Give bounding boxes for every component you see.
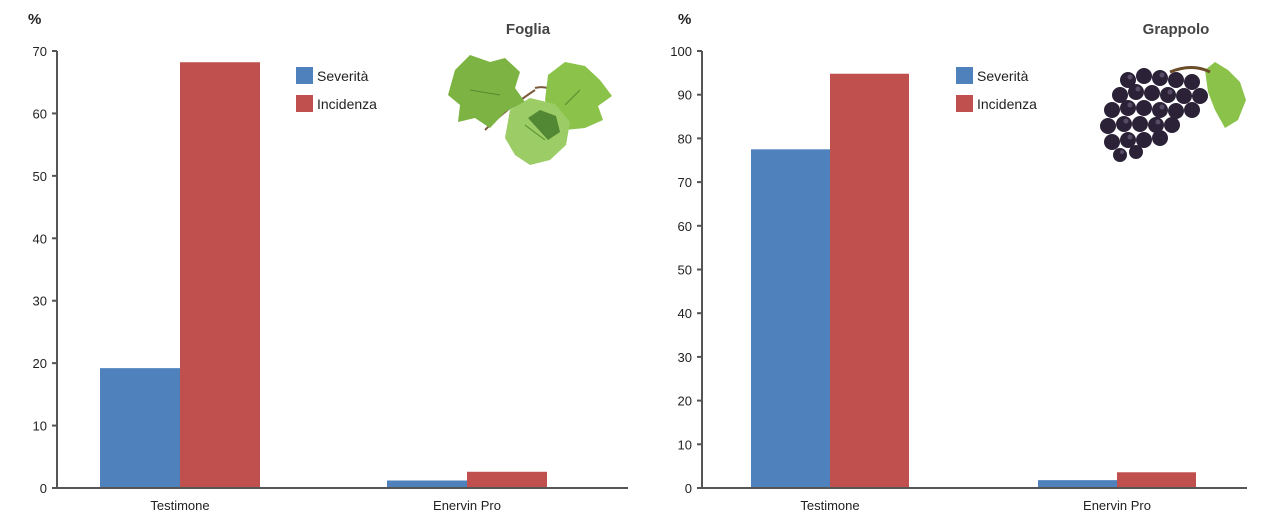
legend-swatch: [956, 67, 973, 84]
chart-foglia-svg: % Foglia Testimone Enervin Pro 0 10 20 30 40 50 60…: [28, 11, 628, 513]
bar-grappolo-severit-1: [751, 149, 830, 488]
legend-swatch: [296, 67, 313, 84]
x-tick-label: Enervin Pro: [1083, 498, 1151, 513]
y-tick-label: 60: [33, 106, 47, 121]
bar-grappolo-incidenza-2: [1117, 472, 1196, 488]
chart-foglia: % Foglia Testimone Enervin Pro 0 10 20 30 40 50 60…: [0, 0, 630, 515]
y-tick-label: 80: [678, 131, 692, 146]
x-tick-label: Testimone: [150, 498, 209, 513]
bar-foglia-incidenza-1: [180, 62, 260, 488]
y-tick-label: 40: [33, 231, 47, 246]
y-tick-label: 90: [678, 88, 692, 103]
y-tick-label: 70: [33, 44, 47, 59]
y-axis-unit-label: %: [28, 11, 41, 28]
x-tick-label: Enervin Pro: [433, 498, 501, 513]
y-tick-label: 10: [678, 437, 692, 452]
y-tick-label: 0: [40, 481, 47, 496]
y-tick-label: 50: [678, 263, 692, 278]
legend-label: Severità: [317, 68, 369, 84]
bar-grappolo-severit-2: [1038, 480, 1117, 488]
y-tick-label: 60: [678, 219, 692, 234]
y-tick-label: 40: [678, 306, 692, 321]
chart-title: Grappolo: [1143, 21, 1210, 38]
y-tick-label: 20: [678, 394, 692, 409]
chart-title: Foglia: [506, 21, 551, 38]
x-tick-label: Testimone: [800, 498, 859, 513]
y-tick-label: 30: [33, 294, 47, 309]
y-tick-label: 100: [670, 44, 692, 59]
bar-grappolo-incidenza-1: [830, 73, 909, 488]
chart-grappolo-svg: % Grappolo Testimone Enervin Pro 0 10 20 30 40 50…: [670, 11, 1247, 513]
y-axis-unit-label: %: [678, 11, 691, 28]
y-tick-label: 10: [33, 419, 47, 434]
y-tick-label: 70: [678, 175, 692, 190]
grape-bunch-icon: [1100, 62, 1246, 162]
y-tick-label: 30: [678, 350, 692, 365]
bar-foglia-severit-2: [387, 480, 467, 488]
bar-foglia-severit-1: [100, 368, 180, 488]
bar-foglia-incidenza-2: [467, 471, 547, 488]
grape-leaf-icon: [448, 55, 612, 165]
y-tick-label: 50: [33, 169, 47, 184]
legend-swatch: [956, 95, 973, 112]
legend-label: Severità: [977, 68, 1029, 84]
legend-label: Incidenza: [317, 96, 377, 112]
y-tick-label: 0: [685, 481, 692, 496]
legend-label: Incidenza: [977, 96, 1037, 112]
y-tick-label: 20: [33, 356, 47, 371]
chart-grappolo: % Grappolo Testimone Enervin Pro 0 10 20 30 40 50…: [650, 0, 1267, 515]
legend-swatch: [296, 95, 313, 112]
